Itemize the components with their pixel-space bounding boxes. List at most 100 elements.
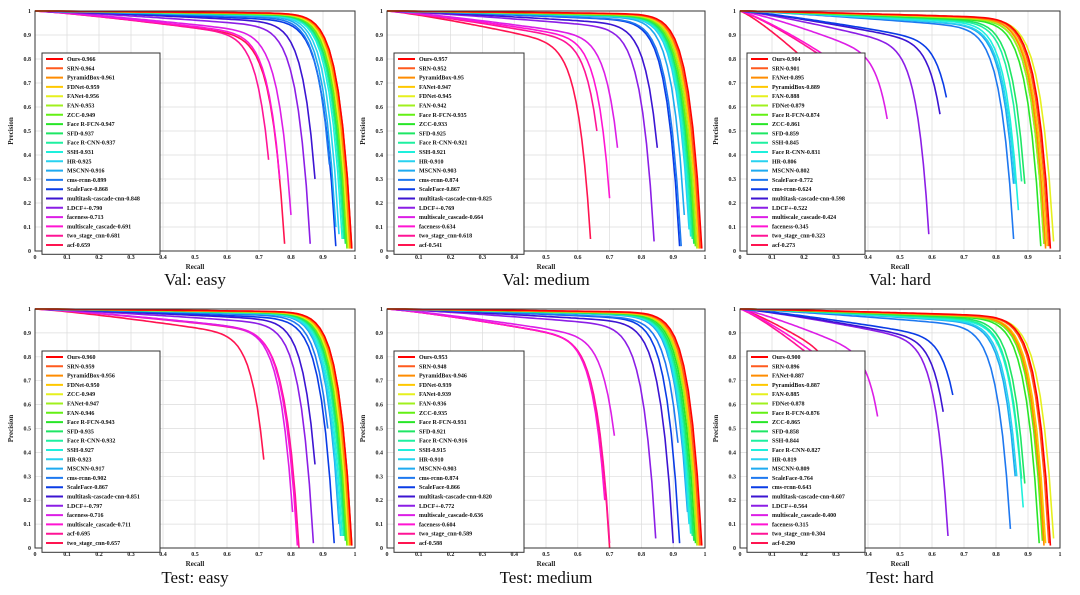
legend-entry: SSH-0.915 — [419, 448, 446, 454]
x-tick-label: 0.1 — [768, 552, 776, 558]
legend-box — [393, 350, 525, 553]
y-tick-label: 0.3 — [376, 177, 384, 183]
legend-entry: LDCF+-0.797 — [67, 504, 102, 510]
x-tick-label: 0.3 — [832, 552, 840, 558]
legend-entry: HR-0.910 — [419, 159, 444, 165]
legend-entry: faceness-0.345 — [772, 224, 809, 230]
legend-entry: multiscale_cascade-0.400 — [772, 513, 836, 519]
legend-entry: PyramidBox-0.95 — [419, 76, 464, 82]
x-tick-label: 0.6 — [574, 255, 582, 261]
y-tick-label: 0.9 — [24, 331, 32, 337]
x-tick-label: 0.9 — [319, 552, 327, 558]
legend-entry: ZCC-0.933 — [419, 122, 447, 128]
legend-entry: SRN-0.901 — [772, 66, 800, 72]
y-tick-label: 0.6 — [24, 403, 32, 409]
x-axis-label: Recall — [537, 263, 556, 271]
legend-entry: HR-0.910 — [419, 457, 444, 463]
plot-frame — [386, 10, 706, 252]
legend-entry: multiscale_cascade-0.664 — [419, 215, 483, 221]
legend-entry: faceness-0.713 — [67, 215, 104, 221]
legend-entry: SFD-0.937 — [67, 131, 94, 137]
legend-entry: ZCC-0.949 — [67, 113, 95, 119]
legend-entry: LDCF+-0.769 — [419, 206, 454, 212]
x-tick-label: 0.4 — [864, 552, 872, 558]
x-tick-label: 0.4 — [159, 255, 167, 261]
legend: Ours-0.960 SRN-0.959 PyramidBox-0.956 FDNet… — [41, 350, 161, 553]
legend: Ours-0.953 SRN-0.948 PyramidBox-0.946 FDNet… — [393, 350, 525, 553]
legend-entry: multitask-cascade-cnn-0.598 — [772, 197, 845, 203]
legend-entry: MSCNN-0.809 — [772, 467, 810, 473]
y-axis-label: Precision — [712, 117, 720, 145]
legend-entry: PyramidBox-0.961 — [67, 76, 115, 82]
legend-entry: FANet-0.956 — [67, 94, 99, 100]
legend-entry: two_stage_cnn-0.304 — [772, 532, 825, 538]
legend-entry: acf-0.273 — [772, 243, 795, 249]
y-tick-label: 0.6 — [729, 403, 737, 409]
x-tick-label: 0.8 — [638, 255, 646, 261]
legend-entry: SRN-0.964 — [67, 66, 95, 72]
x-tick-label: 0.4 — [510, 552, 518, 558]
x-tick-label: 0.8 — [992, 552, 1000, 558]
x-tick-label: 0.9 — [669, 255, 677, 261]
y-tick-label: 0.5 — [376, 129, 384, 135]
x-tick-label: 0.7 — [960, 255, 968, 261]
y-tick-label: 0 — [28, 249, 31, 255]
legend-entry: Face R-CNN-0.932 — [67, 439, 115, 445]
legend-entry: FAN-0.946 — [67, 411, 94, 417]
y-tick-label: 0.5 — [729, 427, 737, 433]
y-tick-label: 0.7 — [24, 379, 32, 385]
legend-entry: SRN-0.952 — [419, 66, 447, 72]
y-axis-label: Precision — [7, 415, 15, 443]
chart-caption: Test: medium — [500, 568, 593, 587]
x-tick-label: 0.5 — [191, 255, 199, 261]
legend-entry: SSH-0.845 — [772, 141, 799, 147]
legend-entry: PyramidBox-0.889 — [772, 85, 820, 91]
legend-entry: ZCC-0.935 — [419, 411, 447, 417]
x-tick-label: 1 — [704, 552, 707, 558]
y-tick-label: 0.9 — [376, 33, 384, 39]
y-tick-label: 0.3 — [729, 177, 737, 183]
legend-entry: PyramidBox-0.887 — [772, 383, 820, 389]
legend-entry: MSCNN-0.917 — [67, 467, 105, 473]
x-tick-label: 0.6 — [928, 255, 936, 261]
x-tick-label: 0.5 — [542, 255, 550, 261]
y-tick-label: 0.3 — [24, 474, 32, 480]
legend-entry: Face R-FCN-0.931 — [419, 420, 467, 426]
x-tick-label: 0.8 — [287, 255, 295, 261]
x-tick-label: 0.2 — [447, 552, 455, 558]
legend-entry: FDNet-0.879 — [772, 104, 805, 110]
legend: Ours-0.966 SRN-0.964 PyramidBox-0.961 FDNet… — [41, 52, 161, 255]
y-tick-label: 0.1 — [729, 522, 737, 528]
chart-panel: 0 0.1 0.2 0.3 0.4 0.5 0.6 0.7 0.8 0.9 1 0 0.1 0.2 0.3 0… — [7, 9, 357, 289]
y-tick-label: 0.1 — [729, 225, 737, 231]
x-tick-label: 1 — [1059, 552, 1062, 558]
legend-entry: FANet-0.887 — [772, 374, 804, 380]
legend-entry: HR-0.819 — [772, 457, 797, 463]
legend-entry: Face R-CNN-0.937 — [67, 141, 115, 147]
x-tick-label: 0.2 — [800, 255, 808, 261]
y-tick-label: 0.8 — [729, 57, 737, 63]
x-axis-label: Recall — [891, 560, 910, 568]
x-tick-label: 0.1 — [415, 255, 423, 261]
legend-entry: cms-rcnn-0.624 — [772, 187, 811, 193]
legend-entry: two_stage_cnn-0.618 — [419, 234, 472, 240]
x-tick-label: 0.1 — [768, 255, 776, 261]
legend-entry: ZCC-0.949 — [67, 392, 95, 398]
y-tick-label: 1 — [380, 9, 383, 15]
legend-entry: Face R-FCN-0.943 — [67, 420, 115, 426]
y-tick-label: 0.3 — [729, 474, 737, 480]
x-tick-label: 0.8 — [992, 255, 1000, 261]
chart-caption: Val: hard — [869, 270, 931, 289]
legend-entry: MSCNN-0.903 — [419, 169, 457, 175]
y-tick-label: 0.9 — [729, 331, 737, 337]
x-tick-label: 1 — [1059, 255, 1062, 261]
legend-entry: MSCNN-0.916 — [67, 169, 105, 175]
y-tick-label: 0.7 — [729, 81, 737, 87]
legend-entry: SRN-0.959 — [67, 364, 95, 370]
chart-panel: 0 0.1 0.2 0.3 0.4 0.5 0.6 0.7 0.8 0.9 1 0 0.1 0.2 0.3 0… — [359, 307, 707, 587]
x-tick-label: 0.9 — [1024, 552, 1032, 558]
legend-entry: Ours-0.904 — [772, 57, 801, 63]
legend-entry: ScaleFace-0.866 — [419, 485, 460, 491]
x-tick-label: 0.5 — [191, 552, 199, 558]
legend-entry: ScaleFace-0.867 — [419, 187, 460, 193]
